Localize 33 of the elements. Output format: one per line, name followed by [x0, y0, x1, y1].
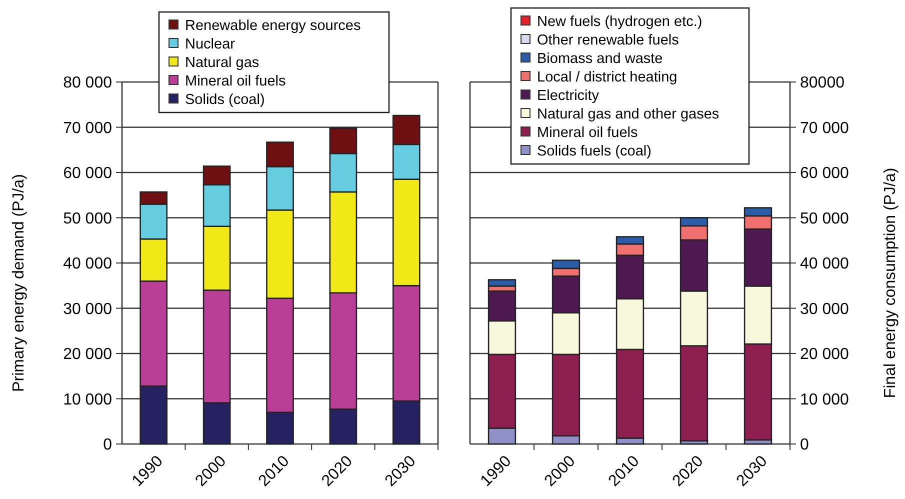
legend-label: New fuels (hydrogen etc.) — [537, 14, 702, 30]
y-tick-label: 50 000 — [63, 210, 112, 228]
y2-tick-label: 0 — [800, 436, 809, 454]
y-tick-label: 70 000 — [63, 120, 112, 137]
legend-label: Mineral oil fuels — [537, 125, 638, 142]
legend-label: Mineral oil fuels — [185, 74, 286, 90]
y2-tick-label: 30 000 — [800, 300, 850, 318]
y2-tick-label: 50 000 — [800, 210, 850, 228]
y-tick-label: 60 000 — [63, 165, 112, 182]
legend-label: Other renewable fuels — [537, 32, 679, 49]
legend-label: Biomass and waste — [537, 51, 663, 68]
y-tick-label: 80 000 — [63, 74, 112, 92]
y-tick-label: 0 — [103, 436, 112, 454]
y-tick-label: 30 000 — [63, 300, 112, 318]
legend-label: Natural gas and other gases — [537, 106, 720, 123]
y-tick-label: 20 000 — [63, 346, 112, 364]
legend-label: Solids fuels (coal) — [537, 144, 652, 160]
y2-tick-label: 60 000 — [800, 165, 850, 182]
legend-label: Renewable energy sources — [185, 18, 361, 34]
y2-tick-label: 80000 — [800, 74, 845, 92]
y-axis-title: Primary energy demand (PJ/a) — [10, 174, 28, 392]
y2-axis-title: Final energy consumption (PJ/a) — [882, 168, 899, 398]
y2-tick-label: 10 000 — [800, 391, 850, 408]
y2-tick-label: 40 000 — [800, 256, 850, 273]
y2-tick-label: 70 000 — [800, 120, 850, 137]
legend-label: Nuclear — [185, 36, 236, 53]
y-tick-label: 10 000 — [63, 391, 112, 408]
legend-label: Electricity — [537, 88, 600, 104]
y-tick-label: 40 000 — [63, 256, 112, 273]
y2-tick-label: 20 000 — [800, 346, 850, 364]
legend-label: Local / district heating — [537, 70, 678, 86]
legend-label: Natural gas — [185, 55, 260, 72]
legend-label: Solids (coal) — [185, 92, 265, 108]
